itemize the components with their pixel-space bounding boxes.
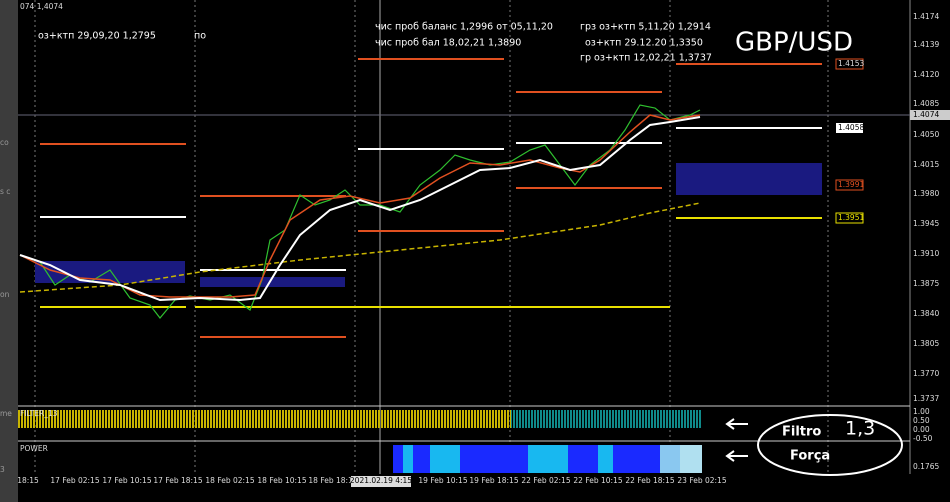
price-label: 1.3840 [913, 309, 939, 318]
time-label: 18:15 [17, 476, 39, 485]
text: оз+ктп 29.12.20 1,3350 [585, 38, 703, 49]
time-axis [18, 474, 950, 502]
signal-ma [19, 116, 701, 302]
arrows [725, 418, 748, 462]
text: 3 [0, 465, 5, 474]
time-label: 17 Feb 10:15 [102, 476, 151, 485]
panel-name: FILTER_13 [20, 409, 58, 418]
left-strip-text: co s c on me 3 [0, 138, 12, 474]
time-label: 19 Feb 18:15 [469, 476, 518, 485]
price-label: 1.3737 [913, 394, 939, 403]
text: s c [0, 187, 10, 196]
text: гр оз+ктп 12,02,21 1,3737 [580, 53, 712, 64]
price-tag: 1.4058 [838, 123, 864, 132]
time-label: 23 Feb 02:15 [677, 476, 726, 485]
price-label: 1.3980 [913, 189, 939, 198]
time-label: 22 Feb 10:15 [573, 476, 622, 485]
text: on [0, 290, 10, 299]
level: -0.50 [913, 434, 933, 443]
annotation: Filtro [782, 425, 821, 440]
time-label: 2021.02.19 4:15 [350, 476, 412, 485]
price-label: 1.4015 [913, 160, 939, 169]
price-tag: 1.4074 [913, 110, 939, 119]
price-axis [910, 0, 950, 474]
price-label: 1.4120 [913, 70, 939, 79]
text: me [0, 409, 12, 418]
price-tag: 1.4153 [838, 59, 864, 68]
price-labels: 1.4174 1.4139 1.4120 1.4085 1.4050 1.401… [913, 12, 939, 403]
price-label: 1.3945 [913, 219, 939, 228]
time-label: 18 Feb 18:15 [308, 476, 357, 485]
annotation: Força [790, 449, 830, 464]
time-label: 19 Feb 10:15 [418, 476, 467, 485]
v-grid [34, 0, 829, 474]
text: грз оз+ктп 5,11,20 1,2914 [580, 22, 711, 33]
time-label: 18 Feb 10:15 [257, 476, 306, 485]
filter-bars [511, 410, 701, 428]
chart-area [18, 0, 910, 474]
time-label: 22 Feb 18:15 [625, 476, 674, 485]
price-label: 1.4050 [913, 130, 939, 139]
slow-ma [19, 202, 701, 293]
price-tag: 1.3991 [838, 180, 864, 189]
price-tags: 1.4153 1.4074 1.4058 1.3991 1.3951 [835, 58, 950, 224]
panel-name: POWER [20, 444, 48, 453]
time-label: 17 Feb 02:15 [50, 476, 99, 485]
level: 1.00 [913, 407, 930, 416]
price-label: 1.4085 [913, 99, 939, 108]
text: оз+ктп 29,09,20 1,2795 [38, 31, 156, 42]
symbol: GBP/USD [735, 28, 853, 58]
text: по [194, 31, 206, 42]
price-label: 1.3875 [913, 279, 939, 288]
price-label: 1.4139 [913, 40, 939, 49]
time-labels: 18:15 17 Feb 02:15 17 Feb 10:15 17 Feb 1… [17, 476, 727, 487]
text: чис проб бал 18,02,21 1,3890 [375, 38, 521, 49]
price-label: 1.3910 [913, 249, 939, 258]
level: 0.50 [913, 416, 930, 425]
time-label: 18 Feb 02:15 [205, 476, 254, 485]
text: co [0, 138, 9, 147]
level: 0.00 [913, 425, 930, 434]
time-label: 17 Feb 18:15 [153, 476, 202, 485]
zones [35, 163, 822, 287]
text: чис проб баланс 1,2996 от 05,11,20 [375, 22, 553, 33]
time-label: 22 Feb 02:15 [521, 476, 570, 485]
left-strip [0, 0, 18, 502]
price-tag: 1.3951 [838, 213, 864, 222]
level: 0.1765 [913, 462, 939, 471]
highlight-ellipse [757, 414, 903, 476]
price-series [19, 104, 701, 319]
filter-bars [18, 410, 511, 428]
annotation: 1,3 [845, 418, 875, 440]
price-label: 1.3805 [913, 339, 939, 348]
power-bars [393, 445, 702, 473]
price-label: 1.3770 [913, 369, 939, 378]
price-label: 1.4174 [913, 12, 939, 21]
text: 074 1,4074 [20, 2, 63, 11]
